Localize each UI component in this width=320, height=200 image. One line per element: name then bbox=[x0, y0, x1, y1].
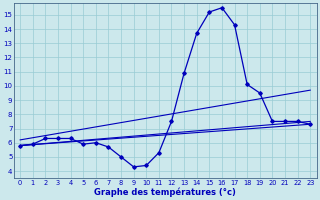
X-axis label: Graphe des températures (°c): Graphe des températures (°c) bbox=[94, 187, 236, 197]
